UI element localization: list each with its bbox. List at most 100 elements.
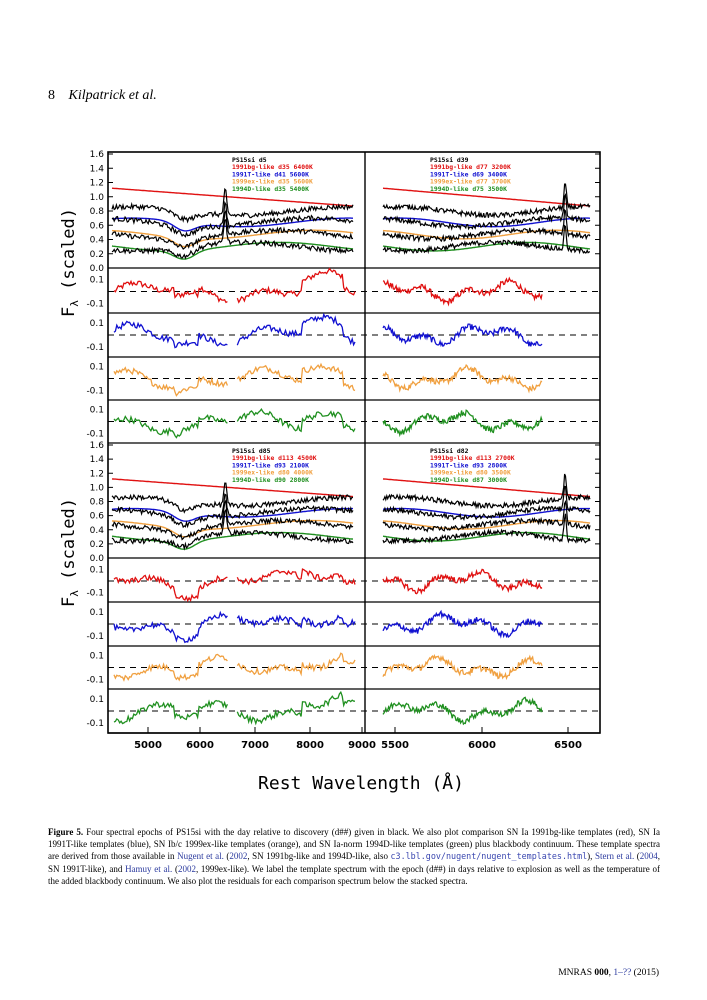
ref-nugent[interactable]: Nugent et al. [177, 851, 224, 862]
y-axis-label: Fλ (scaled) [59, 208, 81, 317]
x-tick-label: 9000 [348, 740, 376, 751]
page-number: 8 [48, 88, 55, 103]
observed-spectrum [382, 192, 591, 231]
legend-entry: PS15si d82 [430, 447, 469, 455]
template-spectrum [382, 229, 591, 240]
spectra-figure: 1.6 1.4 1.2 1.0 0.8 0.6 0.4 0.2 0.0 Fλ (scaled) 0.… [59, 150, 601, 794]
footer-pages-link[interactable]: 1–?? [613, 968, 632, 978]
caption-text: ), [587, 851, 595, 862]
residual-series [113, 408, 356, 439]
ref-hamuy-year[interactable]: 2002 [177, 863, 196, 874]
y-tick-label: 1.0 [90, 193, 105, 203]
y-tick-label: 0.4 [90, 526, 105, 536]
y-tick-label: 0.4 [90, 236, 105, 246]
observed-spectrum [111, 209, 354, 250]
resid-tick-label: -0.1 [86, 675, 104, 685]
legend-entry: 1994D-like d87 3000K [430, 476, 507, 484]
residual-series [382, 609, 543, 639]
observed-spectrum [382, 473, 591, 510]
legend-entry: 1991bg-like d113 2700K [430, 454, 515, 462]
residual-series [113, 610, 356, 644]
y-tick-label: 0.2 [90, 250, 104, 260]
legend-entry: 1991bg-like d35 6400K [232, 163, 313, 171]
ref-stern[interactable]: Stern et al. [594, 851, 635, 862]
resid-tick-label: 0.1 [90, 608, 104, 618]
legend-entry: 1991T-like d93 2800K [430, 461, 507, 469]
x-tick-label: 5500 [381, 740, 409, 751]
legend-entry: PS15si d39 [430, 156, 469, 164]
y-tick-label: 1.4 [90, 164, 105, 174]
template-spectrum [382, 241, 591, 252]
y-tick-label: 0.0 [90, 554, 105, 564]
legend-entry: 1999ex-like d80 4000K [232, 469, 313, 477]
observed-spectrum [382, 208, 591, 243]
resid-tick-label: -0.1 [86, 589, 104, 599]
residual-series [113, 568, 356, 603]
resid-tick-label: -0.1 [86, 719, 104, 729]
caption-label: Figure 5. [48, 827, 84, 837]
caption-text: Four spectral epochs of PS15si with the … [48, 827, 660, 862]
caption-text: , 1999ex-like). We label the template sp… [48, 863, 660, 886]
observed-spectrum [111, 482, 353, 514]
resid-tick-label: -0.1 [86, 429, 104, 439]
y-tick-label: 0.8 [90, 207, 105, 217]
legend-entry: 1991bg-like d113 4500K [232, 454, 317, 462]
running-authors: Kilpatrick et al. [68, 88, 157, 103]
resid-tick-label: -0.1 [86, 386, 104, 396]
x-axis-label: Rest Wavelength (Å) [258, 772, 464, 794]
residual-series [382, 276, 543, 307]
caption-text: ( [172, 863, 178, 874]
template-spectrum [111, 229, 354, 248]
resid-tick-label: -0.1 [86, 343, 104, 353]
footer-sep: , [608, 968, 614, 978]
resid-tick-label: 0.1 [90, 319, 104, 329]
y-tick-label: 1.0 [90, 483, 105, 493]
x-tick-label: 5000 [134, 740, 162, 751]
observed-spectrum [382, 224, 591, 255]
ref-nugent-year[interactable]: 2002 [229, 851, 248, 862]
legend-entry: 1991T-like d69 3400K [430, 170, 507, 178]
resid-tick-label: 0.1 [90, 276, 104, 286]
residual-series [113, 690, 356, 726]
y-tick-label: 1.6 [90, 150, 105, 160]
legend-entry: 1994D-like d75 3500K [430, 185, 507, 193]
residual-series [113, 652, 356, 682]
y-axis-label: Fλ (scaled) [59, 498, 81, 607]
template-url-link[interactable]: c3.lbl.gov/nugent/nugent_templates.html [390, 851, 588, 862]
y-tick-label: 1.4 [90, 455, 105, 465]
residual-series [382, 568, 543, 595]
y-tick-label: 0.8 [90, 498, 105, 508]
x-tick-label: 8000 [296, 740, 324, 751]
y-tick-label: 1.6 [90, 441, 105, 451]
residual-series [382, 363, 543, 394]
observed-spectrum [111, 187, 354, 224]
resid-tick-label: 0.1 [90, 652, 104, 662]
residual-series [382, 323, 543, 348]
template-spectrum [111, 187, 354, 207]
y-tick-label: 1.2 [90, 179, 104, 189]
legend-entry: 1999ex-like d35 5600K [232, 178, 313, 186]
resid-tick-label: 0.1 [90, 695, 104, 705]
x-tick-label: 6000 [186, 740, 214, 751]
resid-tick-label: -0.1 [86, 299, 104, 309]
legend-entry: 1994D-like d35 5400K [232, 185, 309, 193]
resid-tick-label: 0.1 [90, 565, 104, 575]
caption-text: ( [223, 851, 230, 862]
residual-series [113, 267, 356, 304]
legend-entry: 1991T-like d93 2100K [232, 461, 309, 469]
y-tick-label: 0.6 [90, 512, 105, 522]
residual-series [113, 312, 356, 349]
ref-hamuy[interactable]: Hamuy et al. [125, 863, 173, 874]
y-axis-label-text: Fλ (scaled) [59, 498, 81, 607]
resid-tick-label: 0.1 [90, 363, 104, 373]
observed-spectrum [111, 508, 354, 551]
x-tick-label: 6500 [554, 740, 582, 751]
y-tick-label: 0.6 [90, 221, 105, 231]
page-footer: MNRAS 000, 1–?? (2015) [558, 968, 659, 978]
observed-spectrum [111, 493, 354, 529]
template-spectrum [112, 519, 354, 538]
legend-entry: PS15si d5 [232, 156, 267, 164]
y-tick-label: 1.2 [90, 469, 104, 479]
y-axis-label-text: Fλ (scaled) [59, 208, 81, 317]
ref-stern-year[interactable]: 2004 [639, 851, 658, 862]
